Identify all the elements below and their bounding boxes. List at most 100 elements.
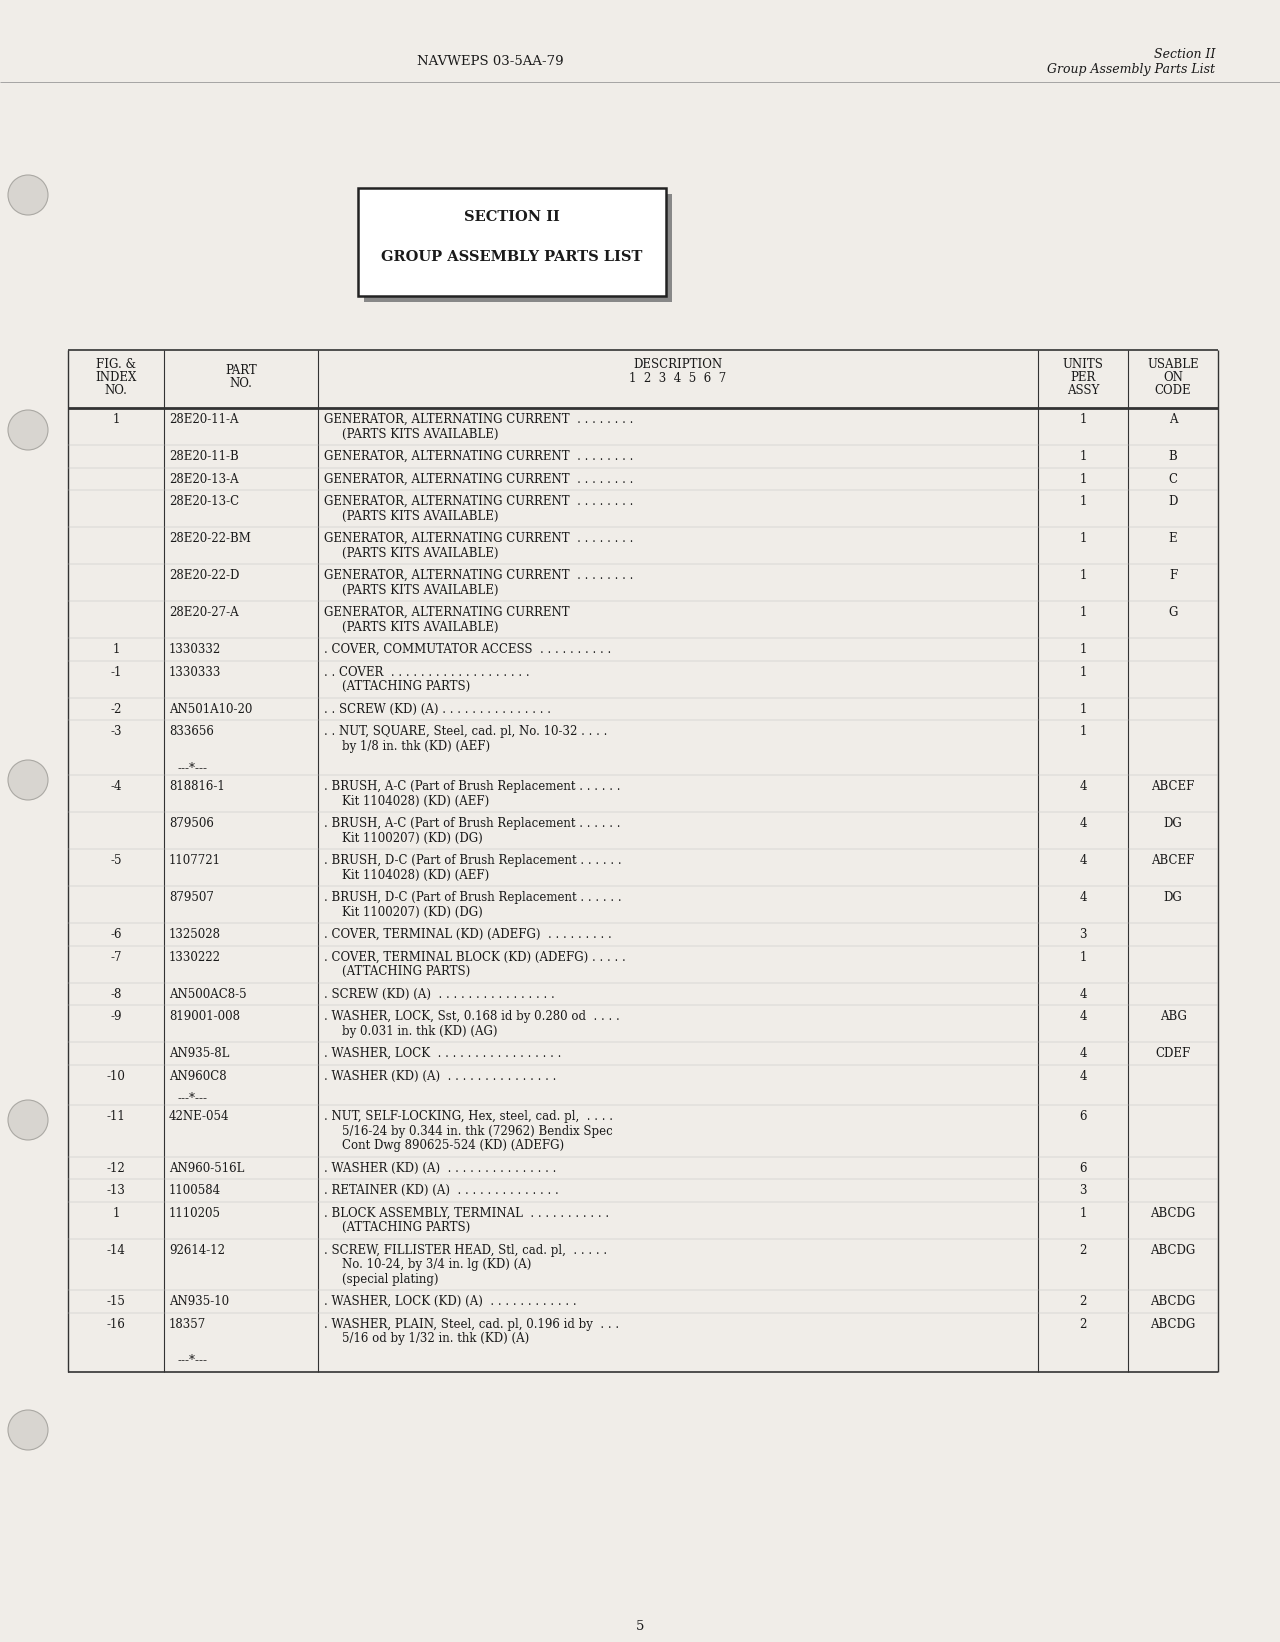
Text: 6: 6 [1079,1110,1087,1123]
Text: . SCREW (KD) (A)  . . . . . . . . . . . . . . . .: . SCREW (KD) (A) . . . . . . . . . . . .… [324,987,554,1000]
Text: ASSY: ASSY [1066,384,1100,397]
Text: 1330332: 1330332 [169,644,221,657]
Text: . WASHER, PLAIN, Steel, cad. pl, 0.196 id by  . . .: . WASHER, PLAIN, Steel, cad. pl, 0.196 i… [324,1317,620,1330]
Text: 2: 2 [1079,1296,1087,1309]
Text: . WASHER (KD) (A)  . . . . . . . . . . . . . . .: . WASHER (KD) (A) . . . . . . . . . . . … [324,1069,557,1082]
Text: C: C [1169,473,1178,486]
Text: ---*---: ---*--- [178,760,207,773]
Text: GENERATOR, ALTERNATING CURRENT: GENERATOR, ALTERNATING CURRENT [324,606,570,619]
Text: 18357: 18357 [169,1317,206,1330]
Text: 1100584: 1100584 [169,1184,221,1197]
Text: NO.: NO. [105,384,128,397]
Text: 5/16 od by 1/32 in. thk (KD) (A): 5/16 od by 1/32 in. thk (KD) (A) [342,1332,529,1345]
Text: 5: 5 [636,1621,644,1634]
Text: 1: 1 [1079,665,1087,678]
Text: 1: 1 [1079,644,1087,657]
Text: 1: 1 [1079,473,1087,486]
Text: ABCDG: ABCDG [1151,1317,1196,1330]
Text: . COVER, TERMINAL BLOCK (KD) (ADEFG) . . . . .: . COVER, TERMINAL BLOCK (KD) (ADEFG) . .… [324,951,626,964]
Text: 28E20-13-C: 28E20-13-C [169,494,239,507]
Bar [358,187,666,296]
Text: . NUT, SELF-LOCKING, Hex, steel, cad. pl,  . . . .: . NUT, SELF-LOCKING, Hex, steel, cad. pl… [324,1110,613,1123]
Text: . WASHER, LOCK, Sst, 0.168 id by 0.280 od  . . . .: . WASHER, LOCK, Sst, 0.168 id by 0.280 o… [324,1010,620,1023]
Text: 4: 4 [1079,892,1087,905]
Text: 879506: 879506 [169,818,214,829]
Text: -1: -1 [110,665,122,678]
Text: (PARTS KITS AVAILABLE): (PARTS KITS AVAILABLE) [342,547,498,560]
Text: 5/16-24 by 0.344 in. thk (72962) Bendix Spec: 5/16-24 by 0.344 in. thk (72962) Bendix … [342,1125,613,1138]
Text: 1: 1 [1079,494,1087,507]
Text: ON: ON [1164,371,1183,384]
Text: A: A [1169,414,1178,425]
Text: 4: 4 [1079,1069,1087,1082]
Text: SECTION II: SECTION II [465,210,559,223]
Text: Kit 1100207) (KD) (DG): Kit 1100207) (KD) (DG) [342,831,483,844]
Text: Kit 1104028) (KD) (AEF): Kit 1104028) (KD) (AEF) [342,795,489,808]
Text: ABCDG: ABCDG [1151,1207,1196,1220]
Text: 28E20-11-B: 28E20-11-B [169,450,239,463]
Text: -16: -16 [106,1317,125,1330]
Text: CDEF: CDEF [1156,1048,1190,1061]
Text: AN960C8: AN960C8 [169,1069,227,1082]
Text: GENERATOR, ALTERNATING CURRENT  . . . . . . . .: GENERATOR, ALTERNATING CURRENT . . . . .… [324,414,634,425]
Text: Kit 1104028) (KD) (AEF): Kit 1104028) (KD) (AEF) [342,869,489,882]
Text: . WASHER (KD) (A)  . . . . . . . . . . . . . . .: . WASHER (KD) (A) . . . . . . . . . . . … [324,1161,557,1174]
Text: NAVWEPS 03-5AA-79: NAVWEPS 03-5AA-79 [417,54,563,67]
Text: DG: DG [1164,892,1183,905]
Text: -14: -14 [106,1243,125,1256]
Text: 1: 1 [1079,951,1087,964]
Text: -6: -6 [110,928,122,941]
Text: -7: -7 [110,951,122,964]
Text: 1: 1 [1079,532,1087,545]
Text: Cont Dwg 890625-524 (KD) (ADEFG): Cont Dwg 890625-524 (KD) (ADEFG) [342,1140,564,1153]
Text: 819001-008: 819001-008 [169,1010,241,1023]
Text: -10: -10 [106,1069,125,1082]
Text: 4: 4 [1079,1010,1087,1023]
Text: 4: 4 [1079,1048,1087,1061]
Text: 3: 3 [1079,1184,1087,1197]
Text: PER: PER [1070,371,1096,384]
Text: . BRUSH, D-C (Part of Brush Replacement . . . . . .: . BRUSH, D-C (Part of Brush Replacement … [324,892,622,905]
Text: CODE: CODE [1155,384,1192,397]
Text: . BRUSH, D-C (Part of Brush Replacement . . . . . .: . BRUSH, D-C (Part of Brush Replacement … [324,854,622,867]
Bar [364,194,672,302]
Text: (ATTACHING PARTS): (ATTACHING PARTS) [342,1222,470,1235]
Text: UNITS: UNITS [1062,358,1103,371]
Text: . SCREW, FILLISTER HEAD, Stl, cad. pl,  . . . . .: . SCREW, FILLISTER HEAD, Stl, cad. pl, .… [324,1243,607,1256]
Text: 1107721: 1107721 [169,854,221,867]
Text: GROUP ASSEMBLY PARTS LIST: GROUP ASSEMBLY PARTS LIST [381,250,643,264]
Circle shape [8,760,49,800]
Text: AN935-8L: AN935-8L [169,1048,229,1061]
Text: D: D [1169,494,1178,507]
Text: (PARTS KITS AVAILABLE): (PARTS KITS AVAILABLE) [342,427,498,440]
Text: G: G [1169,606,1178,619]
Text: 1: 1 [113,1207,120,1220]
Text: 28E20-22-D: 28E20-22-D [169,570,239,581]
Text: 1: 1 [113,414,120,425]
Text: ABG: ABG [1160,1010,1187,1023]
Text: . WASHER, LOCK  . . . . . . . . . . . . . . . . .: . WASHER, LOCK . . . . . . . . . . . . .… [324,1048,562,1061]
Text: 1: 1 [113,644,120,657]
Text: . . COVER  . . . . . . . . . . . . . . . . . . .: . . COVER . . . . . . . . . . . . . . . … [324,665,530,678]
Text: . . NUT, SQUARE, Steel, cad. pl, No. 10-32 . . . .: . . NUT, SQUARE, Steel, cad. pl, No. 10-… [324,726,608,737]
Text: 2: 2 [1079,1317,1087,1330]
Text: 1330333: 1330333 [169,665,221,678]
Text: ---*---: ---*--- [178,1090,207,1103]
Text: -12: -12 [106,1161,125,1174]
Text: (PARTS KITS AVAILABLE): (PARTS KITS AVAILABLE) [342,509,498,522]
Text: INDEX: INDEX [95,371,137,384]
Text: 1: 1 [1079,726,1087,737]
Text: GENERATOR, ALTERNATING CURRENT  . . . . . . . .: GENERATOR, ALTERNATING CURRENT . . . . .… [324,570,634,581]
Text: AN500AC8-5: AN500AC8-5 [169,987,247,1000]
Text: 1: 1 [1079,606,1087,619]
Text: (PARTS KITS AVAILABLE): (PARTS KITS AVAILABLE) [342,621,498,634]
Text: 833656: 833656 [169,726,214,737]
Text: ABCEF: ABCEF [1151,780,1194,793]
Text: 4: 4 [1079,818,1087,829]
Text: 1110205: 1110205 [169,1207,221,1220]
Text: . WASHER, LOCK (KD) (A)  . . . . . . . . . . . .: . WASHER, LOCK (KD) (A) . . . . . . . . … [324,1296,576,1309]
Text: -3: -3 [110,726,122,737]
Text: . RETAINER (KD) (A)  . . . . . . . . . . . . . .: . RETAINER (KD) (A) . . . . . . . . . . … [324,1184,559,1197]
Circle shape [8,176,49,215]
Text: 28E20-27-A: 28E20-27-A [169,606,238,619]
